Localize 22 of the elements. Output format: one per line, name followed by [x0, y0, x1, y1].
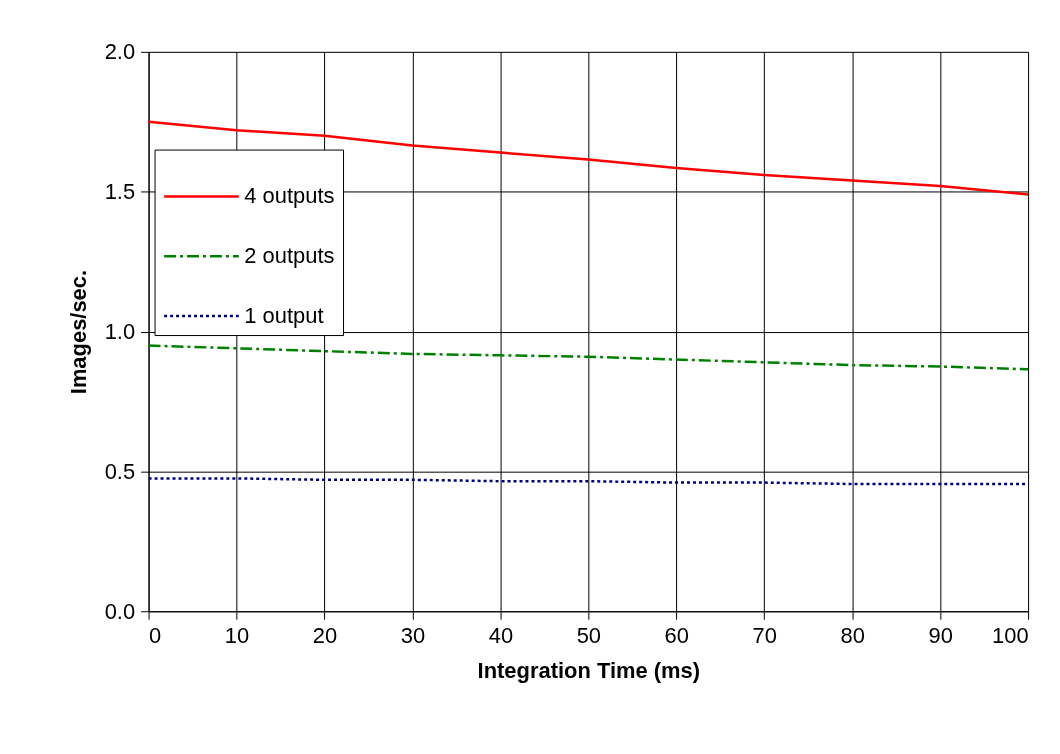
x-axis-title: Integration Time (ms)	[477, 657, 701, 683]
legend-label: 1 output	[244, 303, 324, 329]
y-tick-label: 1.5	[104, 179, 136, 205]
x-tick-label: 70	[752, 622, 777, 648]
x-tick-label: 30	[400, 622, 426, 648]
x-tick-label: 50	[576, 622, 602, 648]
y-tick-label: 1.0	[104, 319, 136, 345]
x-tick-label: 40	[488, 622, 514, 648]
x-tick-label: 0	[149, 622, 162, 648]
x-tick-label: 60	[664, 622, 689, 648]
x-tick-label: 80	[840, 622, 865, 648]
line-series	[147, 344, 1030, 371]
legend-label: 4 outputs	[244, 183, 335, 209]
legend-label: 2 outputs	[244, 243, 335, 269]
y-axis-title: Images/sec.	[65, 269, 91, 395]
y-tick-label: 0.5	[104, 458, 136, 484]
x-tick-label: 20	[312, 622, 338, 648]
y-tick-label: 0.0	[104, 598, 136, 624]
y-tick-label: 2.0	[104, 39, 136, 65]
x-tick-label: 100	[992, 622, 1029, 648]
x-tick-label: 10	[224, 622, 250, 648]
x-tick-label: 90	[928, 622, 953, 648]
